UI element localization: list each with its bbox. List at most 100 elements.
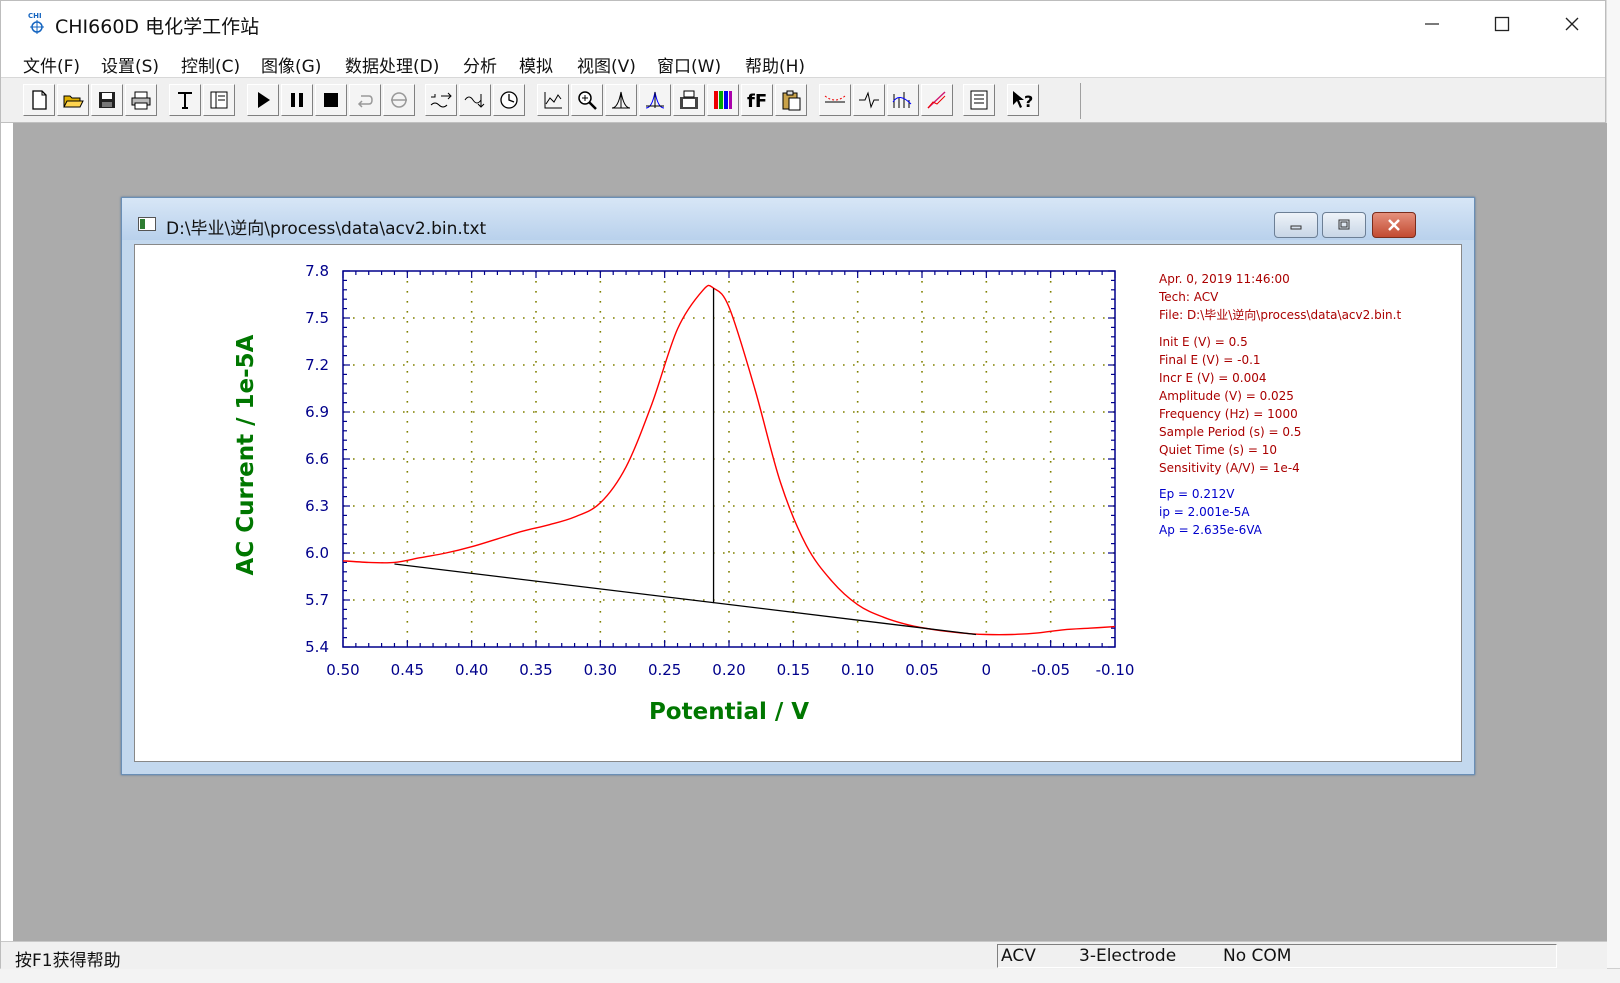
- integrate-icon: [464, 94, 485, 108]
- pause-button[interactable]: [281, 84, 313, 116]
- info-param: Sensitivity (A/V) = 1e-4: [1159, 461, 1300, 475]
- menu-graphics[interactable]: 图像(G): [261, 57, 322, 77]
- color-icon: [714, 91, 732, 109]
- text-button[interactable]: [169, 84, 201, 116]
- menu-view[interactable]: 视图(V): [577, 57, 636, 77]
- open-icon: [63, 95, 84, 108]
- info-tech: Tech: ACV: [1158, 290, 1219, 304]
- image-icon: [680, 90, 698, 109]
- menu-analysis[interactable]: 分析: [463, 57, 497, 77]
- app-window: CHI CHI660D 电化学工作站 文件(F) 设置(S) 控制(C) 图像(…: [0, 0, 1607, 971]
- mdi-client-area: D:\毕业\逆向\process\data\acv2.bin.txt 0.50 0…: [13, 123, 1607, 941]
- menu-simulation[interactable]: 模拟: [519, 57, 553, 77]
- open-button[interactable]: [57, 84, 89, 116]
- image-button[interactable]: [673, 84, 705, 116]
- x-tick-label: 0.15: [777, 661, 810, 679]
- x-tick-label: 0.10: [841, 661, 874, 679]
- smooth-icon: [430, 92, 452, 108]
- menu-settings[interactable]: 设置(S): [101, 57, 160, 77]
- menu-help[interactable]: 帮助(H): [745, 57, 806, 77]
- svg-text:CHI: CHI: [28, 12, 42, 20]
- data-child-window[interactable]: D:\毕业\逆向\process\data\acv2.bin.txt 0.50 0…: [121, 197, 1475, 775]
- spectrum-icon: [892, 92, 912, 108]
- menu-control[interactable]: 控制(C): [181, 57, 241, 77]
- series-line-acv: [342, 284, 1116, 636]
- new-button[interactable]: [23, 84, 55, 116]
- toolbar-frame: [21, 83, 1081, 119]
- menu-window[interactable]: 窗口(W): [657, 57, 722, 77]
- run-button[interactable]: [247, 84, 279, 116]
- filter-icon: [391, 92, 407, 108]
- menu-data-processing[interactable]: 数据处理(D): [345, 57, 440, 77]
- reverse-icon: [357, 95, 373, 108]
- info-param: Incr E (V) = 0.004: [1159, 371, 1267, 385]
- info-result: Ap = 2.635e-6VA: [1159, 523, 1263, 537]
- close-icon: [1565, 17, 1579, 31]
- clipboard-button[interactable]: [775, 84, 807, 116]
- minimize-button[interactable]: [1397, 1, 1467, 47]
- macro-button[interactable]: [493, 84, 525, 116]
- title-bar: CHI CHI660D 电化学工作站: [1, 1, 1605, 47]
- plot-button[interactable]: [921, 84, 953, 116]
- stop-button[interactable]: [315, 84, 347, 116]
- reverse-button[interactable]: [349, 84, 381, 116]
- layout-button[interactable]: [203, 84, 235, 116]
- menu-file[interactable]: 文件(F): [23, 57, 81, 77]
- info-result: Ep = 0.212V: [1159, 487, 1235, 501]
- run-icon: [258, 92, 270, 108]
- zoom-icon: [578, 91, 597, 110]
- y-tick-label: 6.9: [305, 403, 329, 421]
- color-button[interactable]: [707, 84, 739, 116]
- baseline-button[interactable]: [819, 84, 851, 116]
- spectrum-button[interactable]: [887, 84, 919, 116]
- wave-button[interactable]: [853, 84, 885, 116]
- peak-button[interactable]: [605, 84, 637, 116]
- background-window-bottom: [0, 968, 1620, 983]
- x-tick-label: -0.10: [1096, 661, 1135, 679]
- table-button[interactable]: [963, 84, 995, 116]
- print-button[interactable]: [125, 84, 157, 116]
- child-minimize-button[interactable]: [1274, 212, 1318, 238]
- layout-icon: [210, 91, 228, 109]
- new-icon: [32, 90, 47, 110]
- status-bar: 按F1获得帮助 ACV 3-Electrode No COM: [1, 941, 1607, 971]
- peak-definition-button[interactable]: [639, 84, 671, 116]
- macro-icon: [500, 91, 518, 109]
- x-tick-label: -0.05: [1031, 661, 1070, 679]
- y-axis-title: AC Current / 1e-5A: [233, 334, 259, 575]
- x-tick-label: 0.35: [519, 661, 552, 679]
- close-icon: [1388, 219, 1400, 231]
- y-tick-label: 7.5: [305, 309, 329, 327]
- plot-icon: [927, 91, 946, 109]
- graph-button[interactable]: [537, 84, 569, 116]
- font-button[interactable]: fF: [741, 84, 773, 116]
- info-param: Init E (V) = 0.5: [1159, 335, 1248, 349]
- maximize-icon: [1494, 16, 1510, 32]
- background-window-edge: [1606, 0, 1620, 983]
- save-button[interactable]: [91, 84, 123, 116]
- smooth-button[interactable]: [425, 84, 457, 116]
- help-button[interactable]: ?: [1007, 84, 1039, 116]
- zoom-button[interactable]: [571, 84, 603, 116]
- clipboard-icon: [782, 90, 801, 111]
- status-panel: [997, 944, 1557, 968]
- child-close-button[interactable]: [1372, 212, 1416, 238]
- child-title: D:\毕业\逆向\process\data\acv2.bin.txt: [166, 219, 487, 239]
- peak-def-icon: [645, 91, 665, 109]
- filter-button[interactable]: [383, 84, 415, 116]
- child-title-bar[interactable]: D:\毕业\逆向\process\data\acv2.bin.txt: [122, 198, 1474, 240]
- info-result: ip = 2.001e-5A: [1159, 505, 1250, 519]
- close-button[interactable]: [1537, 1, 1607, 47]
- info-date: Apr. 0, 2019 11:46:00: [1159, 272, 1290, 286]
- save-icon: [99, 92, 115, 108]
- x-tick-label: 0: [982, 661, 992, 679]
- status-help-text: 按F1获得帮助: [15, 951, 121, 971]
- x-tick-label: 0.20: [712, 661, 745, 679]
- app-title: CHI660D 电化学工作站: [55, 16, 260, 38]
- maximize-button[interactable]: [1467, 1, 1537, 47]
- minimize-icon: [1425, 23, 1439, 25]
- x-tick-label: 0.50: [326, 661, 359, 679]
- child-restore-button[interactable]: [1322, 212, 1366, 238]
- peak-icon: [611, 91, 631, 109]
- integrate-button[interactable]: [459, 84, 491, 116]
